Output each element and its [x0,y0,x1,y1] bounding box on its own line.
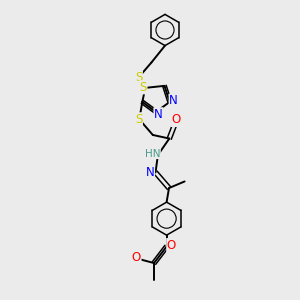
Text: S: S [140,81,147,94]
Text: O: O [171,113,181,126]
Text: HN: HN [145,148,160,158]
Text: O: O [167,238,176,251]
Text: N: N [169,94,178,107]
Text: N: N [146,166,154,179]
Text: O: O [132,251,141,264]
Text: S: S [135,113,142,126]
Text: N: N [154,108,163,121]
Text: S: S [135,71,142,84]
